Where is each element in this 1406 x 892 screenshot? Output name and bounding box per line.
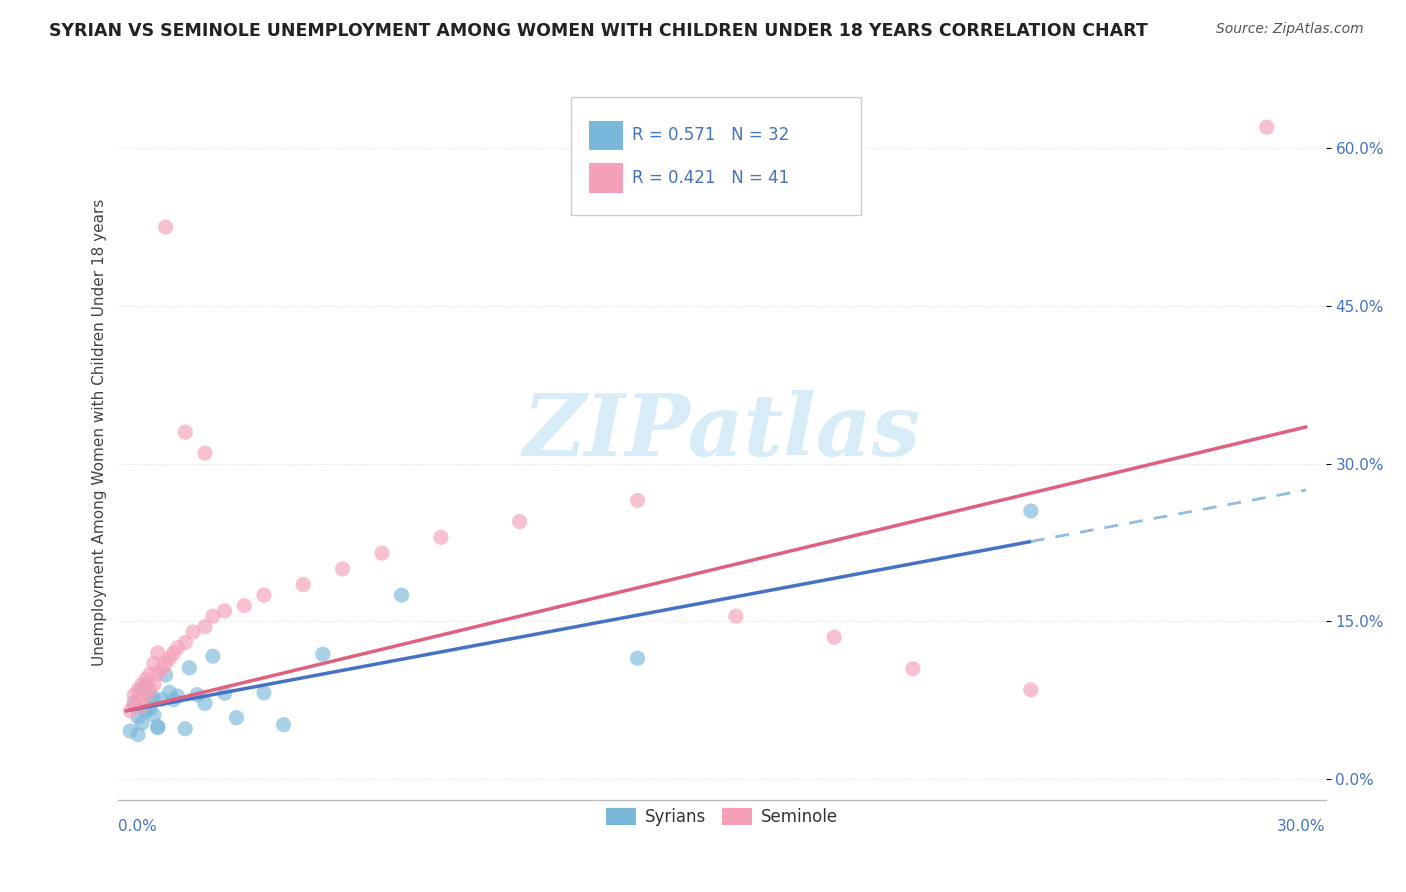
Legend: Syrians, Seminole: Syrians, Seminole bbox=[599, 801, 845, 832]
Point bbox=[135, 678, 157, 692]
Point bbox=[179, 661, 201, 675]
Point bbox=[131, 682, 153, 697]
Point bbox=[127, 710, 149, 724]
Point bbox=[122, 688, 145, 702]
Point bbox=[724, 609, 747, 624]
Point bbox=[146, 646, 169, 660]
Point bbox=[146, 721, 169, 735]
Point bbox=[273, 717, 295, 731]
Text: 0.0%: 0.0% bbox=[118, 819, 157, 834]
Point bbox=[122, 698, 145, 713]
Point bbox=[1256, 120, 1278, 135]
Point bbox=[135, 673, 157, 687]
Point bbox=[162, 692, 184, 706]
Point bbox=[127, 693, 149, 707]
Point bbox=[371, 546, 394, 560]
Point bbox=[131, 698, 153, 713]
Point bbox=[332, 562, 354, 576]
Text: R = 0.571   N = 32: R = 0.571 N = 32 bbox=[631, 127, 789, 145]
Bar bbox=[589, 163, 623, 193]
Point bbox=[131, 716, 153, 731]
Point bbox=[901, 662, 924, 676]
Point bbox=[120, 723, 142, 738]
Point bbox=[194, 446, 217, 460]
Point bbox=[142, 691, 165, 706]
Point bbox=[626, 493, 648, 508]
Point bbox=[135, 704, 157, 718]
Point bbox=[155, 220, 177, 235]
Point bbox=[174, 635, 197, 649]
Point bbox=[186, 688, 208, 702]
Point bbox=[162, 646, 184, 660]
Point bbox=[131, 677, 153, 691]
Point bbox=[201, 649, 224, 664]
Point bbox=[166, 640, 188, 655]
Point bbox=[225, 711, 247, 725]
Point bbox=[142, 708, 165, 723]
Point bbox=[139, 667, 162, 681]
Point bbox=[214, 604, 236, 618]
Point bbox=[194, 697, 217, 711]
Point bbox=[159, 651, 181, 665]
Point bbox=[120, 704, 142, 718]
Point bbox=[823, 630, 845, 644]
FancyBboxPatch shape bbox=[571, 97, 860, 215]
Point bbox=[430, 530, 453, 544]
Point bbox=[253, 686, 276, 700]
Point bbox=[146, 719, 169, 733]
Point bbox=[155, 668, 177, 682]
Point bbox=[626, 651, 648, 665]
Y-axis label: Unemployment Among Women with Children Under 18 years: Unemployment Among Women with Children U… bbox=[93, 198, 107, 665]
Point bbox=[159, 685, 181, 699]
Point bbox=[146, 667, 169, 681]
Point bbox=[127, 728, 149, 742]
Point bbox=[139, 701, 162, 715]
Point bbox=[174, 425, 197, 439]
Text: R = 0.421   N = 41: R = 0.421 N = 41 bbox=[631, 169, 789, 187]
Point bbox=[391, 588, 413, 602]
Point bbox=[1019, 682, 1042, 697]
Text: SYRIAN VS SEMINOLE UNEMPLOYMENT AMONG WOMEN WITH CHILDREN UNDER 18 YEARS CORRELA: SYRIAN VS SEMINOLE UNEMPLOYMENT AMONG WO… bbox=[49, 22, 1147, 40]
Point bbox=[214, 686, 236, 700]
Point bbox=[127, 682, 149, 697]
Point bbox=[142, 677, 165, 691]
Point bbox=[150, 692, 173, 706]
Point bbox=[1019, 504, 1042, 518]
Point bbox=[292, 577, 315, 591]
Text: 30.0%: 30.0% bbox=[1277, 819, 1326, 834]
Point bbox=[155, 657, 177, 671]
Point bbox=[509, 515, 531, 529]
Point bbox=[166, 689, 188, 703]
Point bbox=[233, 599, 256, 613]
Point bbox=[253, 588, 276, 602]
Bar bbox=[589, 120, 623, 150]
Text: ZIPatlas: ZIPatlas bbox=[523, 391, 921, 474]
Point bbox=[201, 609, 224, 624]
Point bbox=[312, 647, 335, 661]
Point bbox=[194, 620, 217, 634]
Point bbox=[139, 689, 162, 703]
Point bbox=[139, 682, 162, 697]
Point bbox=[122, 696, 145, 710]
Point bbox=[150, 662, 173, 676]
Point bbox=[142, 657, 165, 671]
Point bbox=[181, 624, 204, 639]
Text: Source: ZipAtlas.com: Source: ZipAtlas.com bbox=[1216, 22, 1364, 37]
Point bbox=[135, 688, 157, 702]
Point bbox=[174, 722, 197, 736]
